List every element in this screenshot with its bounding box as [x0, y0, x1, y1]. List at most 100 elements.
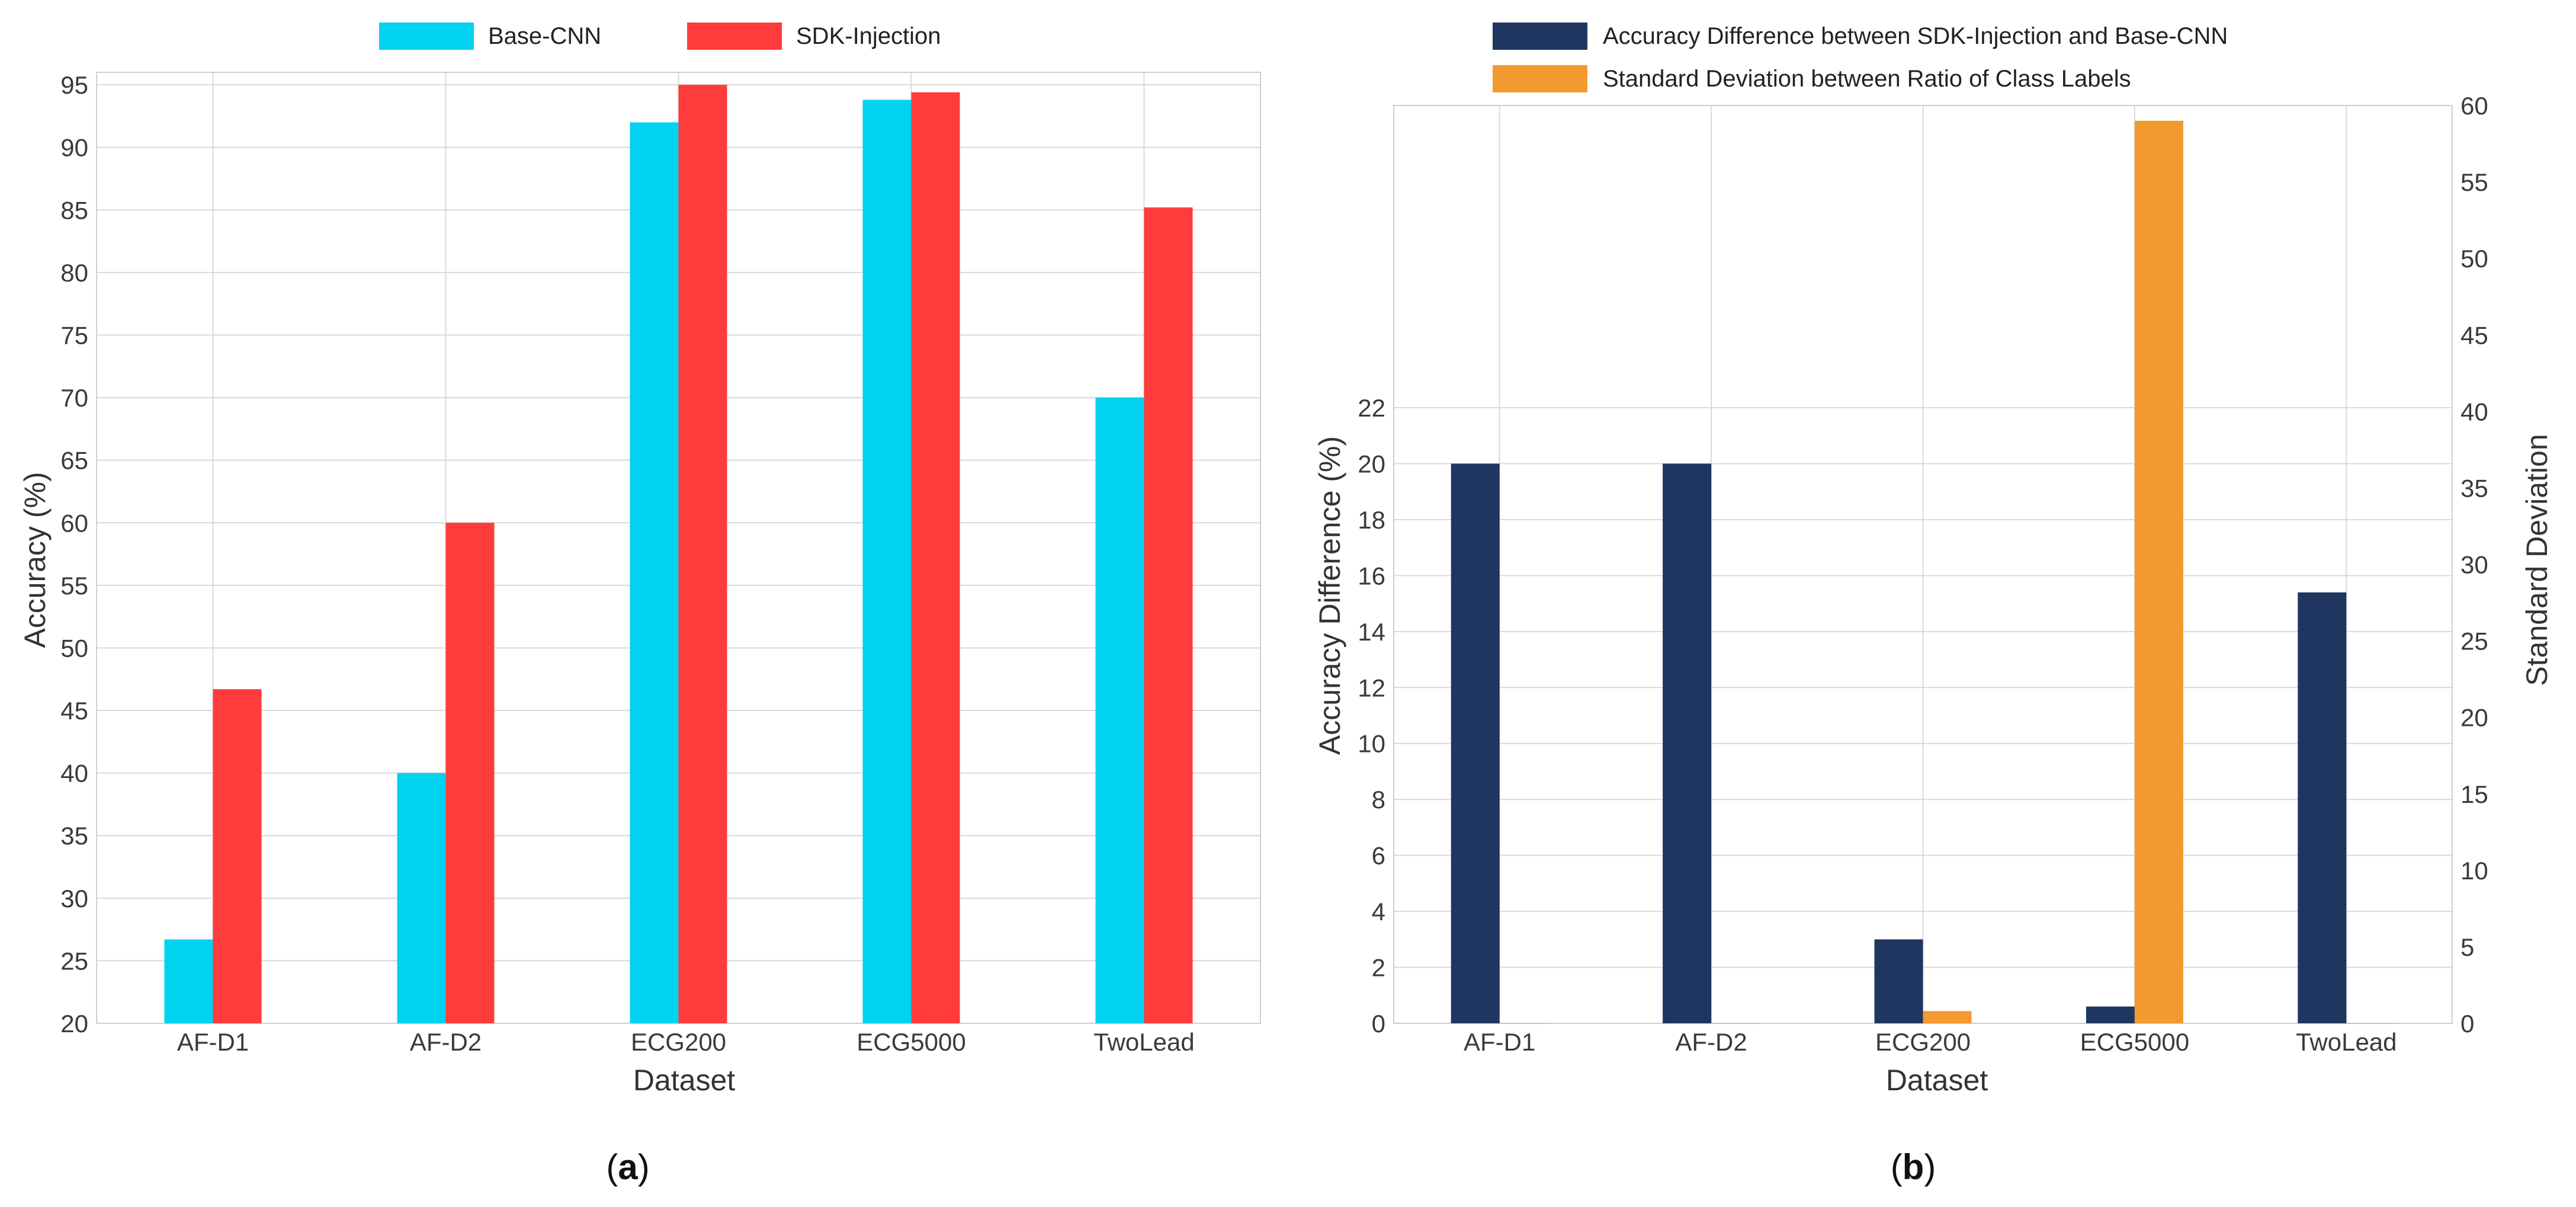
a-bar-base-cnn-af-d2 — [397, 773, 446, 1023]
a-bar-base-cnn-af-d1 — [164, 939, 213, 1023]
a-y-tick-label: 70 — [60, 384, 88, 412]
chart-b-x-tick-labels: AF-D1 AF-D2 ECG200 ECG5000 TwoLead — [1464, 1028, 2397, 1056]
b-y2-tick-label: 30 — [2460, 551, 2488, 579]
a-bar-base-cnn-ecg5000 — [862, 100, 912, 1023]
a-bar-base-cnn-ecg200 — [630, 122, 679, 1024]
chart-a-x-tick-labels: AF-D1 AF-D2 ECG200 ECG5000 TwoLead — [177, 1028, 1195, 1056]
b-bar-accuracy-difference-betw-ecg200 — [1874, 939, 1923, 1023]
a-x-tick-label-af-d1: AF-D1 — [177, 1028, 249, 1056]
chart-a-legend: Base-CNN SDK-Injection — [379, 23, 941, 50]
b-y2-tick-label: 60 — [2460, 92, 2488, 120]
a-y-tick-label: 90 — [60, 134, 88, 162]
chart-b-legend-label-accuracy-difference: Accuracy Difference between SDK-Injectio… — [1603, 23, 2228, 49]
b-y2-tick-label: 0 — [2460, 1010, 2474, 1038]
chart-a-legend-label-base-cnn: Base-CNN — [488, 23, 601, 49]
a-bar-sdk-injection-twolead — [1144, 207, 1193, 1023]
a-x-tick-label-ecg200: ECG200 — [631, 1028, 726, 1056]
b-y2-tick-label: 50 — [2460, 245, 2488, 273]
b-bar-accuracy-difference-betw-ecg5000 — [2086, 1006, 2135, 1023]
b-y2-tick-label: 45 — [2460, 321, 2488, 349]
b-y-tick-label: 8 — [1372, 786, 1385, 814]
chart-a-y-tick-labels: 20 25 30 35 40 45 50 55 60 65 70 75 80 85 90 95 — [60, 71, 88, 1038]
b-bar-standard-deviation-betwe-af-d1 — [1499, 1023, 1548, 1024]
a-y-tick-label: 95 — [60, 71, 88, 99]
a-y-tick-label: 80 — [60, 259, 88, 287]
a-bar-sdk-injection-af-d1 — [213, 689, 262, 1023]
b-y-tick-label: 10 — [1358, 730, 1385, 758]
b-x-tick-label-ecg5000: ECG5000 — [2080, 1028, 2189, 1056]
b-y-tick-label: 20 — [1358, 450, 1385, 478]
chart-b-legend-swatch-accuracy-difference — [1493, 23, 1587, 50]
b-bar-accuracy-difference-betw-twolead — [2298, 592, 2347, 1023]
a-y-tick-label: 60 — [60, 509, 88, 537]
b-x-tick-label-ecg200: ECG200 — [1875, 1028, 1971, 1056]
chart-b-caption-letter: b — [1903, 1147, 1924, 1187]
chart-b-caption: (b) — [1891, 1147, 1936, 1187]
b-y-tick-label: 22 — [1358, 394, 1385, 422]
chart-b-bars — [1451, 120, 2395, 1024]
b-y-tick-label: 2 — [1372, 954, 1385, 982]
a-y-tick-label: 25 — [60, 947, 88, 975]
b-y2-tick-label: 25 — [2460, 627, 2488, 655]
b-y-tick-label: 0 — [1372, 1010, 1385, 1038]
b-y-tick-label: 12 — [1358, 674, 1385, 702]
a-y-tick-label: 40 — [60, 760, 88, 787]
chart-b-left-y-axis-title: Accuracy Difference (%) — [1313, 436, 1346, 755]
chart-a-legend-label-sdk-injection: SDK-Injection — [796, 23, 941, 49]
b-y-tick-label: 18 — [1358, 506, 1385, 534]
b-y2-tick-label: 20 — [2460, 704, 2488, 732]
b-y-tick-label: 4 — [1372, 898, 1385, 926]
chart-a-y-axis-title: Accuracy (%) — [18, 472, 52, 648]
b-y-tick-label: 6 — [1372, 842, 1385, 870]
chart-b: 0 2 4 6 8 10 12 14 16 18 20 22 0 5 10 15 20 25 30 35 40 45 50… — [1313, 23, 2553, 1187]
a-x-tick-label-ecg5000: ECG5000 — [856, 1028, 965, 1056]
chart-b-right-y-axis-title: Standard Deviation — [2520, 434, 2553, 686]
a-x-tick-label-af-d2: AF-D2 — [410, 1028, 482, 1056]
a-y-tick-label: 85 — [60, 196, 88, 224]
b-y2-tick-label: 35 — [2460, 474, 2488, 502]
b-y-tick-label: 16 — [1358, 562, 1385, 590]
b-bar-accuracy-difference-betw-af-d2 — [1663, 463, 1712, 1023]
a-y-tick-label: 20 — [60, 1010, 88, 1038]
chart-a-caption: (a) — [606, 1147, 649, 1187]
a-y-tick-label: 30 — [60, 885, 88, 913]
b-x-tick-label-af-d2: AF-D2 — [1675, 1028, 1747, 1056]
a-y-tick-label: 50 — [60, 634, 88, 662]
b-y2-tick-label: 5 — [2460, 933, 2474, 961]
b-y2-tick-label: 40 — [2460, 398, 2488, 425]
chart-a: 20 25 30 35 40 45 50 55 60 65 70 75 80 85 90 95 AF-D1 AF… — [18, 23, 1261, 1187]
b-bar-standard-deviation-betwe-af-d2 — [1711, 1023, 1760, 1024]
b-x-tick-label-af-d1: AF-D1 — [1464, 1028, 1535, 1056]
a-y-tick-label: 35 — [60, 822, 88, 850]
b-bar-accuracy-difference-betw-af-d1 — [1451, 463, 1500, 1023]
chart-b-legend: Accuracy Difference between SDK-Injectio… — [1493, 23, 2228, 92]
chart-a-x-axis-title: Dataset — [633, 1064, 735, 1097]
b-y2-tick-label: 55 — [2460, 168, 2488, 196]
chart-b-x-axis-title: Dataset — [1886, 1064, 1988, 1097]
b-bar-standard-deviation-betwe-ecg200 — [1923, 1011, 1972, 1023]
b-bar-standard-deviation-betwe-twolead — [2346, 1023, 2395, 1024]
a-bar-sdk-injection-ecg5000 — [911, 92, 960, 1024]
chart-b-legend-swatch-standard-deviation — [1493, 65, 1587, 92]
b-x-tick-label-twolead: TwoLead — [2296, 1028, 2397, 1056]
b-bar-standard-deviation-betwe-ecg5000 — [2134, 120, 2183, 1024]
chart-b-legend-label-standard-deviation: Standard Deviation between Ratio of Clas… — [1603, 66, 2131, 92]
chart-a-legend-swatch-base-cnn — [379, 23, 474, 50]
chart-a-bars — [164, 85, 1193, 1024]
a-bar-base-cnn-twolead — [1095, 398, 1144, 1024]
chart-a-legend-swatch-sdk-injection — [687, 23, 782, 50]
a-y-tick-label: 45 — [60, 697, 88, 725]
a-y-tick-label: 65 — [60, 447, 88, 475]
b-y2-tick-label: 10 — [2460, 857, 2488, 885]
chart-b-right-y-tick-labels: 0 5 10 15 20 25 30 35 40 45 50 55 60 — [2460, 92, 2488, 1038]
a-bar-sdk-injection-af-d2 — [445, 523, 495, 1023]
b-y2-tick-label: 15 — [2460, 780, 2488, 808]
a-y-tick-label: 55 — [60, 572, 88, 600]
chart-b-left-y-tick-labels: 0 2 4 6 8 10 12 14 16 18 20 22 — [1358, 394, 1385, 1038]
a-y-tick-label: 75 — [60, 321, 88, 349]
chart-a-caption-letter: a — [618, 1147, 638, 1187]
b-y-tick-label: 14 — [1358, 618, 1385, 646]
a-bar-sdk-injection-ecg200 — [678, 85, 727, 1024]
